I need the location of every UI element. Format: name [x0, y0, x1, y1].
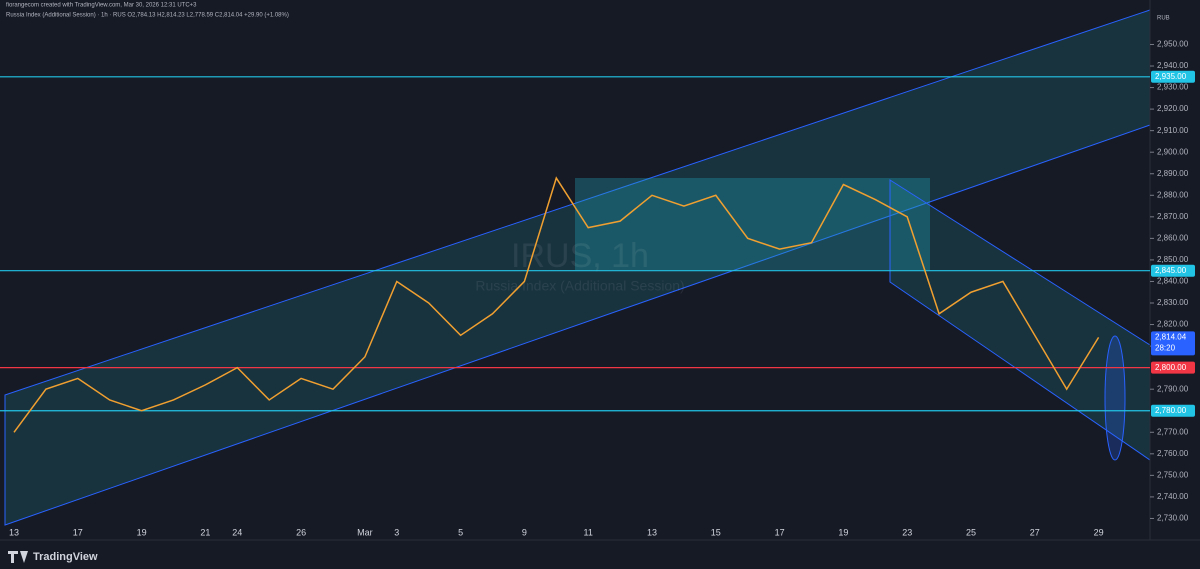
- x-tick-label: 27: [1030, 527, 1040, 537]
- x-tick-label: 13: [9, 527, 19, 537]
- level-tag: [1151, 70, 1195, 83]
- y-tick-label: 2,940.00: [1157, 61, 1189, 70]
- y-tick-label: 2,790.00: [1157, 384, 1189, 393]
- x-tick-label: 3: [394, 527, 399, 537]
- currency: RUB: [1157, 16, 1170, 22]
- x-tick-label: 17: [73, 527, 83, 537]
- x-tick-label: 5: [458, 527, 463, 537]
- x-tick-label: 25: [966, 527, 976, 537]
- y-tick-label: 2,930.00: [1157, 83, 1189, 92]
- y-tick-label: 2,890.00: [1157, 169, 1189, 178]
- x-tick-label: 17: [775, 527, 785, 537]
- y-tick-label: 2,920.00: [1157, 104, 1189, 113]
- last-price-tag: [1151, 331, 1195, 356]
- level-tag: [1151, 361, 1195, 374]
- x-tick-label: Mar: [357, 527, 373, 537]
- x-tick-label: 19: [838, 527, 848, 537]
- watermark-name: Russia Index (Additional Session): [475, 278, 684, 294]
- level-tag: [1151, 264, 1195, 277]
- x-tick-label: 21: [200, 527, 210, 537]
- highlight-ellipse: [1104, 335, 1126, 461]
- countdown: 28:20: [1155, 344, 1176, 353]
- x-tick-label: 24: [232, 527, 242, 537]
- x-tick-label: 29: [1094, 527, 1104, 537]
- level-label: 2,780.00: [1155, 406, 1187, 415]
- y-tick-label: 2,740.00: [1157, 492, 1189, 501]
- y-tick-label: 2,760.00: [1157, 449, 1189, 458]
- level-label: 2,800.00: [1155, 363, 1187, 372]
- x-tick-label: 26: [296, 527, 306, 537]
- y-tick-label: 2,750.00: [1157, 470, 1189, 479]
- y-tick-label: 2,900.00: [1157, 147, 1189, 156]
- x-tick-label: 11: [584, 527, 593, 537]
- y-tick-label: 2,910.00: [1157, 126, 1189, 135]
- x-tick-label: 15: [711, 527, 721, 537]
- y-tick-label: 2,870.00: [1157, 212, 1189, 221]
- y-tick-label: 2,770.00: [1157, 427, 1189, 436]
- level-label: 2,935.00: [1155, 72, 1187, 81]
- y-tick-label: 2,880.00: [1157, 190, 1189, 199]
- y-tick-label: 2,840.00: [1157, 277, 1189, 286]
- level-tag: [1151, 404, 1195, 417]
- price-line: [13, 176, 1100, 433]
- watermark-symbol: IRUS, 1h: [511, 237, 649, 275]
- y-tick-label: 2,860.00: [1157, 233, 1189, 242]
- y-tick-label: 2,950.00: [1157, 40, 1189, 49]
- legend: Russia Index (Additional Session) · 1h ·…: [6, 13, 289, 19]
- x-tick-label: 23: [902, 527, 912, 537]
- y-tick-label: 2,730.00: [1157, 514, 1189, 523]
- credit: fiorangecom created with TradingView.com…: [6, 3, 197, 9]
- y-tick-label: 2,830.00: [1157, 298, 1189, 307]
- logo: [8, 551, 28, 563]
- last-price-label: 2,814.04: [1155, 333, 1187, 342]
- range-box: [575, 178, 930, 270]
- x-tick-label: 19: [137, 527, 147, 537]
- x-tick-label: 13: [647, 527, 657, 537]
- x-tick-label: 9: [522, 527, 527, 537]
- level-label: 2,845.00: [1155, 266, 1187, 275]
- y-tick-label: 2,820.00: [1157, 320, 1189, 329]
- y-tick-label: 2,850.00: [1157, 255, 1189, 264]
- brand: TradingView: [33, 551, 98, 563]
